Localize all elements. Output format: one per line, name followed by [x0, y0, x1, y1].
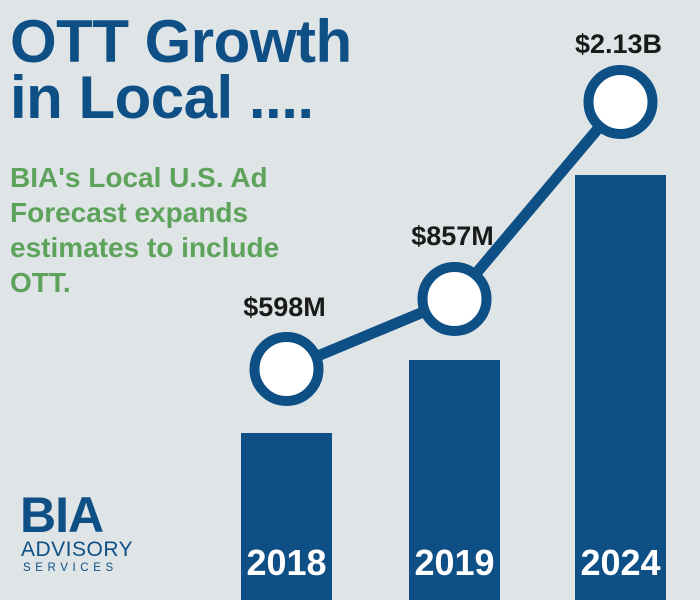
trend-line-group [310, 120, 606, 363]
chart-title: OTT Growth in Local .... [10, 8, 352, 131]
marker-2018 [249, 332, 324, 406]
bars-group [241, 175, 666, 600]
labels-group: 2018 2019 2024 $598M $857M $2.13B [243, 29, 662, 583]
chart-subtitle-line-3: estimates to include [10, 232, 280, 263]
marker-2019 [417, 262, 492, 336]
chart-title-line-1: OTT Growth [10, 8, 352, 75]
logo-wordmark: BIA [20, 487, 104, 543]
x-tick-label-2024: 2024 [580, 542, 660, 583]
data-label-2018: $598M [243, 292, 326, 322]
chart-subtitle-line-2: Forecast expands [10, 197, 249, 228]
chart-title-line-2: in Local .... [10, 64, 314, 131]
trend-line-segment [469, 120, 606, 281]
chart-subtitle-line-1: BIA's Local U.S. Ad [10, 162, 268, 193]
chart-subtitle-line-4: OTT. [10, 267, 71, 298]
trend-line-segment [310, 305, 431, 363]
bia-logo: BIA ADVISORY SERVICES [20, 490, 140, 590]
data-label-2024: $2.13B [575, 29, 662, 59]
marker-2024 [583, 65, 658, 139]
chart-subtitle: BIA's Local U.S. Ad Forecast expands est… [10, 160, 330, 300]
logo-services-text: SERVICES [23, 562, 118, 574]
bar-2018 [241, 433, 332, 600]
bar-2024 [575, 175, 666, 600]
x-tick-label-2019: 2019 [414, 542, 494, 583]
markers-group [249, 65, 658, 406]
bar-2019 [409, 360, 500, 600]
data-label-2019: $857M [411, 221, 494, 251]
logo-advisory-text: ADVISORY [21, 538, 134, 561]
x-tick-label-2018: 2018 [246, 542, 326, 583]
